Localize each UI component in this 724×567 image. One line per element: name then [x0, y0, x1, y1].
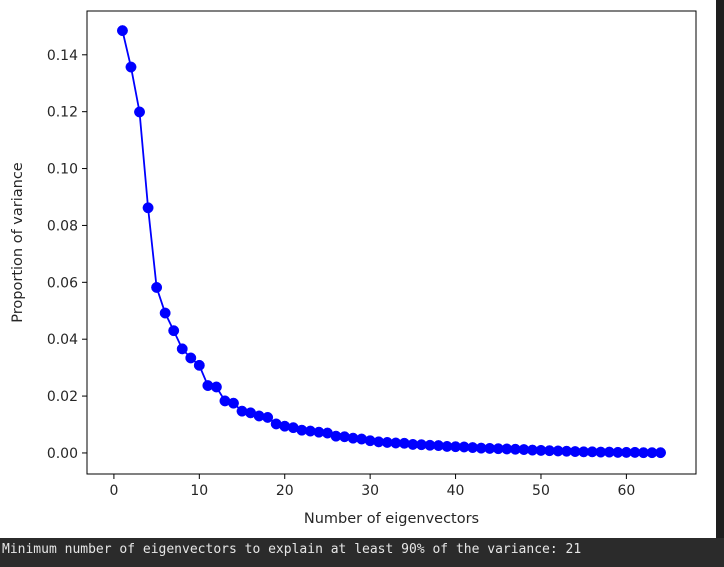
x-axis-label: Number of eigenvectors: [304, 511, 479, 527]
plot-area: [86, 10, 697, 475]
data-point: [125, 61, 137, 73]
data-point: [655, 447, 667, 459]
data-point: [159, 307, 171, 319]
y-tick-label: 0.14: [47, 48, 78, 64]
series-line: [121, 30, 661, 454]
data-point: [151, 281, 163, 293]
chart-svg: 0 10 20 30 40 50 60 0.000.020.040.060.080.100.…: [10, 10, 697, 527]
y-tick-label: 0.04: [47, 332, 78, 348]
data-point: [142, 202, 154, 214]
x-tick-label: 10: [190, 483, 208, 499]
y-tick-label: 0.02: [47, 389, 78, 405]
x-tick-label: 0: [109, 483, 118, 499]
y-tick-label: 0.12: [47, 105, 78, 121]
console-output: Minimum number of eigenvectors to explai…: [0, 538, 724, 567]
data-point: [228, 397, 239, 409]
scrollbar-gutter: [716, 0, 724, 538]
y-tick-label: 0.00: [47, 446, 78, 462]
data-point: [116, 25, 128, 37]
data-point: [262, 411, 274, 423]
data-point: [176, 343, 188, 355]
x-tick-label: 20: [276, 483, 294, 499]
series-layer: [116, 25, 667, 459]
y-axis-ticks: 0.00 0.02 0.04 0.06 0.08 0.10 0.12 0.14: [47, 48, 87, 462]
data-point: [210, 381, 222, 393]
y-tick-label: 0.08: [47, 218, 78, 234]
data-point: [185, 352, 197, 364]
x-tick-label: 60: [617, 483, 635, 499]
data-point: [168, 325, 180, 337]
x-tick-label: 50: [532, 483, 550, 499]
axes-frame: [86, 10, 697, 475]
y-tick-label: 0.10: [47, 162, 78, 178]
x-axis-ticks: 0 10 20 30 40 50 60: [109, 474, 635, 499]
y-tick-label: 0.06: [47, 275, 78, 291]
x-tick-label: 30: [361, 483, 379, 499]
x-tick-label: 40: [447, 483, 465, 499]
chart-figure: 0 10 20 30 40 50 60 0.00 0.02 0.04 0.06 0.08 0.10 0.…: [0, 0, 724, 538]
data-point: [134, 106, 145, 118]
data-point: [193, 359, 205, 371]
y-axis-label: Proportion of variance: [10, 162, 26, 323]
